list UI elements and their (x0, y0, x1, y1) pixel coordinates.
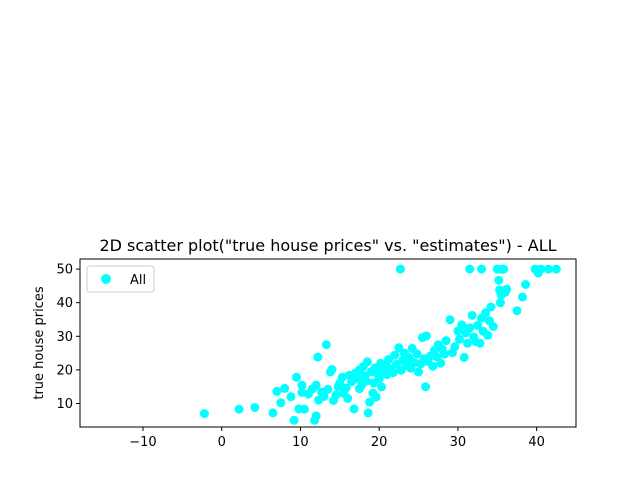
data-point (450, 342, 460, 352)
data-point (494, 275, 504, 285)
data-point (319, 391, 329, 401)
legend-label: All (130, 273, 146, 288)
data-point (299, 404, 309, 414)
y-tick-label: 40 (56, 296, 73, 311)
data-point (276, 398, 286, 408)
data-point (465, 323, 475, 333)
data-point (412, 349, 422, 359)
plot-frame (79, 258, 577, 428)
data-point (486, 302, 496, 312)
data-point (327, 365, 337, 374)
y-tick-label: 50 (56, 263, 73, 278)
data-point (512, 306, 522, 316)
data-point (384, 355, 394, 364)
data-point (377, 382, 386, 392)
data-point (292, 372, 301, 382)
data-point (462, 338, 472, 348)
data-point (421, 382, 431, 392)
x-tick-label: 20 (371, 435, 388, 450)
data-point (414, 367, 423, 377)
data-point (388, 368, 398, 378)
y-axis-label: true house prices (32, 286, 47, 400)
data-point (311, 411, 321, 421)
data-point (521, 280, 531, 289)
data-point (394, 343, 404, 353)
data-point (488, 322, 498, 331)
data-point (475, 338, 485, 348)
data-point (440, 349, 449, 359)
x-axis-ticks: −10 0 10 20 30 40 (129, 427, 545, 450)
data-point (286, 392, 296, 402)
x-tick-label: 0 (218, 435, 226, 450)
data-point (457, 320, 467, 330)
data-point (289, 415, 299, 425)
data-point (272, 386, 282, 396)
y-tick-label: 30 (56, 330, 73, 345)
data-point (343, 393, 353, 403)
data-point (499, 264, 509, 274)
data-point (353, 373, 363, 383)
legend-marker (101, 274, 111, 284)
data-point (536, 264, 546, 274)
data-point (341, 383, 351, 393)
data-point (465, 264, 475, 274)
data-point (481, 308, 490, 318)
data-points (199, 264, 561, 425)
data-point (390, 350, 400, 360)
data-point (428, 361, 438, 371)
data-point (455, 334, 464, 344)
data-point (395, 264, 405, 274)
data-point (473, 321, 483, 330)
data-point (321, 340, 331, 350)
legend-box (86, 265, 155, 293)
data-point (362, 357, 372, 367)
data-point (467, 310, 477, 320)
data-point (365, 397, 375, 407)
data-point (436, 358, 446, 368)
data-point (421, 331, 431, 341)
data-point (297, 380, 307, 390)
data-point (551, 264, 561, 274)
y-axis-ticks: 10 20 30 40 50 (56, 263, 80, 412)
data-point (280, 383, 290, 393)
x-tick-label: 30 (450, 435, 467, 450)
y-tick-label: 10 (56, 397, 73, 412)
data-point (371, 392, 381, 402)
data-point (268, 408, 278, 418)
x-tick-label: −10 (129, 435, 156, 450)
x-tick-label: 10 (292, 435, 309, 450)
data-point (441, 336, 451, 346)
data-point (432, 352, 442, 362)
data-point (323, 384, 333, 394)
data-point (250, 403, 260, 412)
chart-title: 2D scatter plot("true house prices" vs. … (99, 236, 556, 255)
data-point (313, 352, 323, 362)
data-point (374, 374, 384, 384)
data-point (337, 372, 347, 382)
data-point (495, 298, 505, 308)
data-point (331, 390, 341, 400)
data-point (459, 352, 469, 362)
legend: All (86, 265, 155, 293)
data-point (363, 408, 373, 418)
x-tick-label: 40 (528, 435, 545, 450)
data-point (543, 264, 553, 274)
data-point (445, 315, 455, 325)
data-point (199, 409, 209, 419)
data-point (311, 380, 321, 390)
data-point (483, 330, 493, 340)
data-point (477, 264, 486, 274)
data-point (234, 404, 244, 414)
data-point (349, 404, 359, 414)
data-point (362, 376, 372, 386)
data-point (518, 292, 527, 302)
y-tick-label: 20 (56, 363, 73, 378)
data-point (502, 284, 512, 294)
